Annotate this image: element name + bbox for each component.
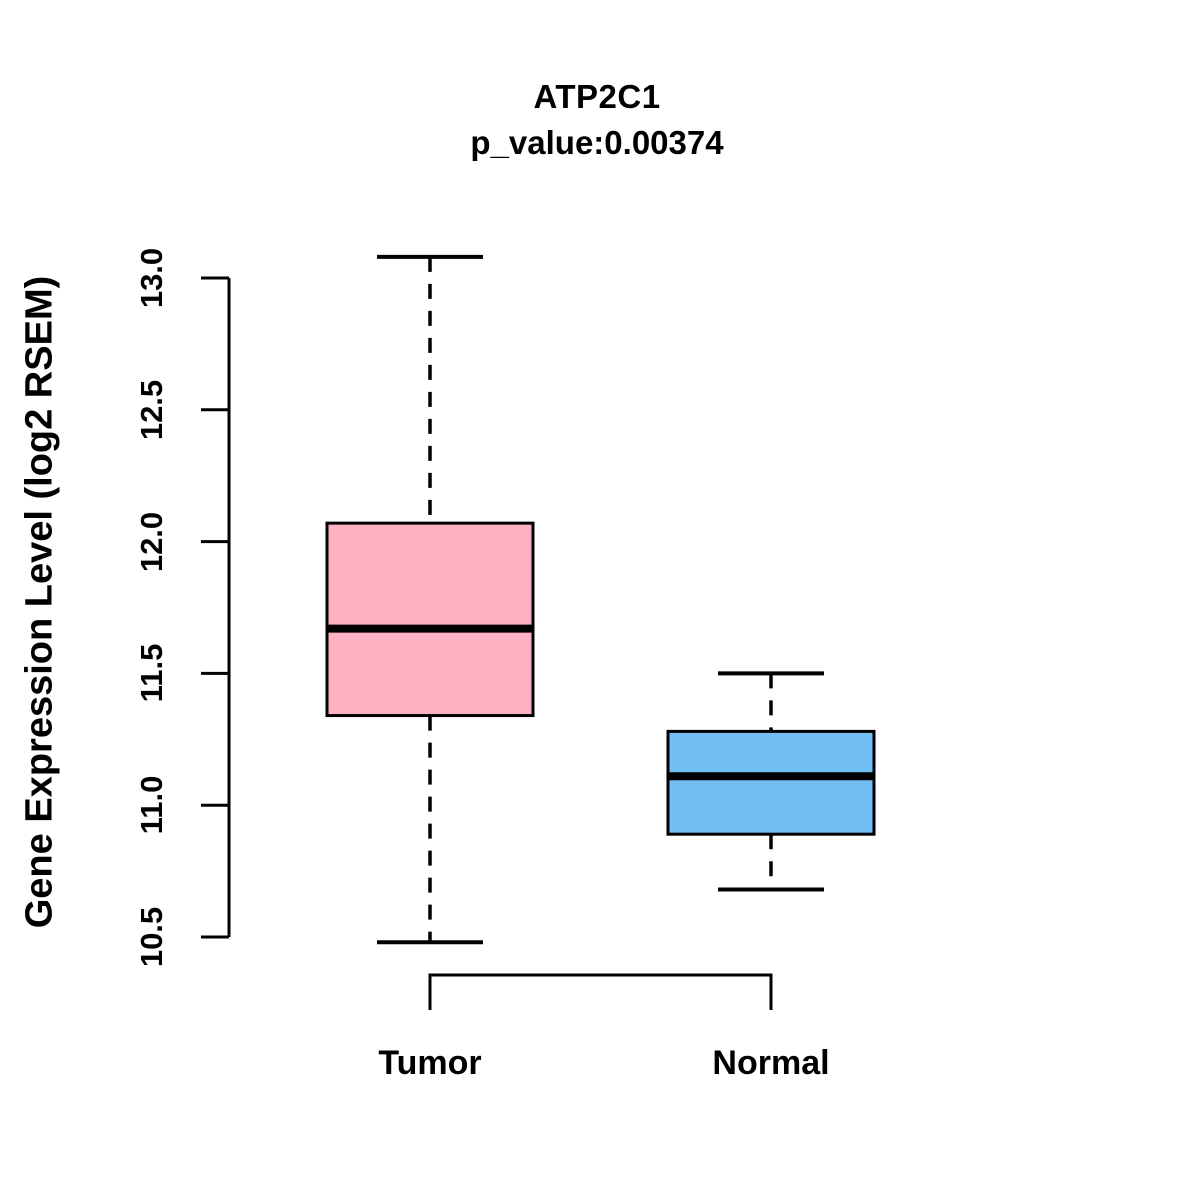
y-tick-label: 11.5 [134, 644, 169, 703]
chart-subtitle-pvalue: p_value:0.00374 [470, 124, 724, 161]
y-tick-label: 10.5 [134, 906, 169, 968]
y-tick-label: 11.0 [134, 775, 169, 835]
x-label-normal: Normal [712, 1044, 830, 1082]
x-axis-bracket [428, 973, 773, 1010]
y-tick-label: 12.5 [134, 379, 169, 440]
box-tumor [325, 521, 535, 718]
y-tick-label: 12.0 [134, 511, 169, 572]
y-tick-label: 13.0 [134, 247, 169, 309]
box-normal [666, 729, 876, 836]
x-label-tumor: Tumor [378, 1044, 482, 1082]
chart-title: ATP2C1 [533, 78, 661, 115]
